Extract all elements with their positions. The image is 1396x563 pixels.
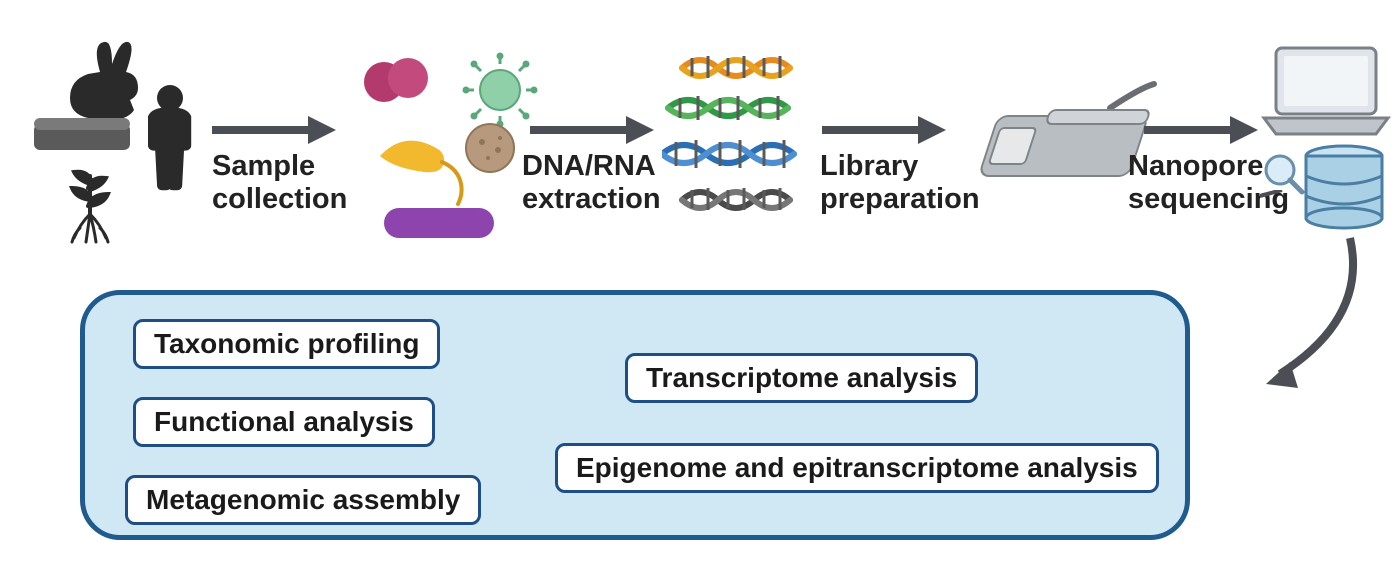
arrow-db-to-panel xyxy=(1180,230,1390,400)
step-label-line: Nanopore xyxy=(1128,150,1263,182)
step-label-line: DNA/RNA xyxy=(522,150,656,182)
analysis-panel: Taxonomic profiling Functional analysis … xyxy=(80,290,1190,540)
plant-roots-icon xyxy=(72,172,108,242)
step-label-dna-rna-extraction: DNA/RNA extraction xyxy=(522,150,661,217)
step-label-line: preparation xyxy=(820,183,980,215)
arrow-sample-to-microbes xyxy=(208,110,338,150)
arrow-microbes-to-helix xyxy=(526,110,656,150)
pill-metagenomic-assembly: Metagenomic assembly xyxy=(125,475,481,525)
coccus-pair-icon xyxy=(364,58,428,102)
helix-blue-icon xyxy=(662,140,794,168)
rod-bacillus-icon xyxy=(384,208,494,238)
step-label-line: collection xyxy=(212,183,347,215)
arrow-helix-to-device xyxy=(818,110,948,150)
diagram-root: Sample collection xyxy=(0,0,1396,563)
arrow-device-to-laptop xyxy=(1140,110,1260,150)
human-icon xyxy=(148,85,191,190)
laptop-db-group xyxy=(1256,42,1396,242)
magnifier-icon xyxy=(1266,156,1302,192)
microbes-cluster xyxy=(350,50,540,250)
step-label-sample-collection: Sample collection xyxy=(212,150,347,217)
vibrio-icon xyxy=(380,141,462,204)
step-label-line: Sample xyxy=(212,150,315,182)
helices-group xyxy=(662,54,812,224)
helix-orange-icon xyxy=(682,56,790,78)
laptop-icon xyxy=(1264,48,1388,134)
step-label-library-prep: Library preparation xyxy=(820,150,980,217)
connector-seq-to-db xyxy=(1260,190,1300,210)
soil-block-icon xyxy=(34,118,130,150)
spore-icon xyxy=(466,124,514,172)
helix-grey-icon xyxy=(682,188,790,210)
pill-functional-analysis: Functional analysis xyxy=(133,397,435,447)
helix-green-icon xyxy=(668,96,788,120)
step-label-line: Library xyxy=(820,150,918,182)
pill-epigenome-analysis: Epigenome and epitranscriptome analysis xyxy=(555,443,1159,493)
step-label-line: extraction xyxy=(522,183,661,215)
pill-transcriptome-analysis: Transcriptome analysis xyxy=(625,353,978,403)
pill-taxonomic-profiling: Taxonomic profiling xyxy=(133,319,440,369)
database-icon xyxy=(1306,146,1382,228)
rabbit-icon xyxy=(70,42,138,120)
sample-sources xyxy=(30,40,220,250)
